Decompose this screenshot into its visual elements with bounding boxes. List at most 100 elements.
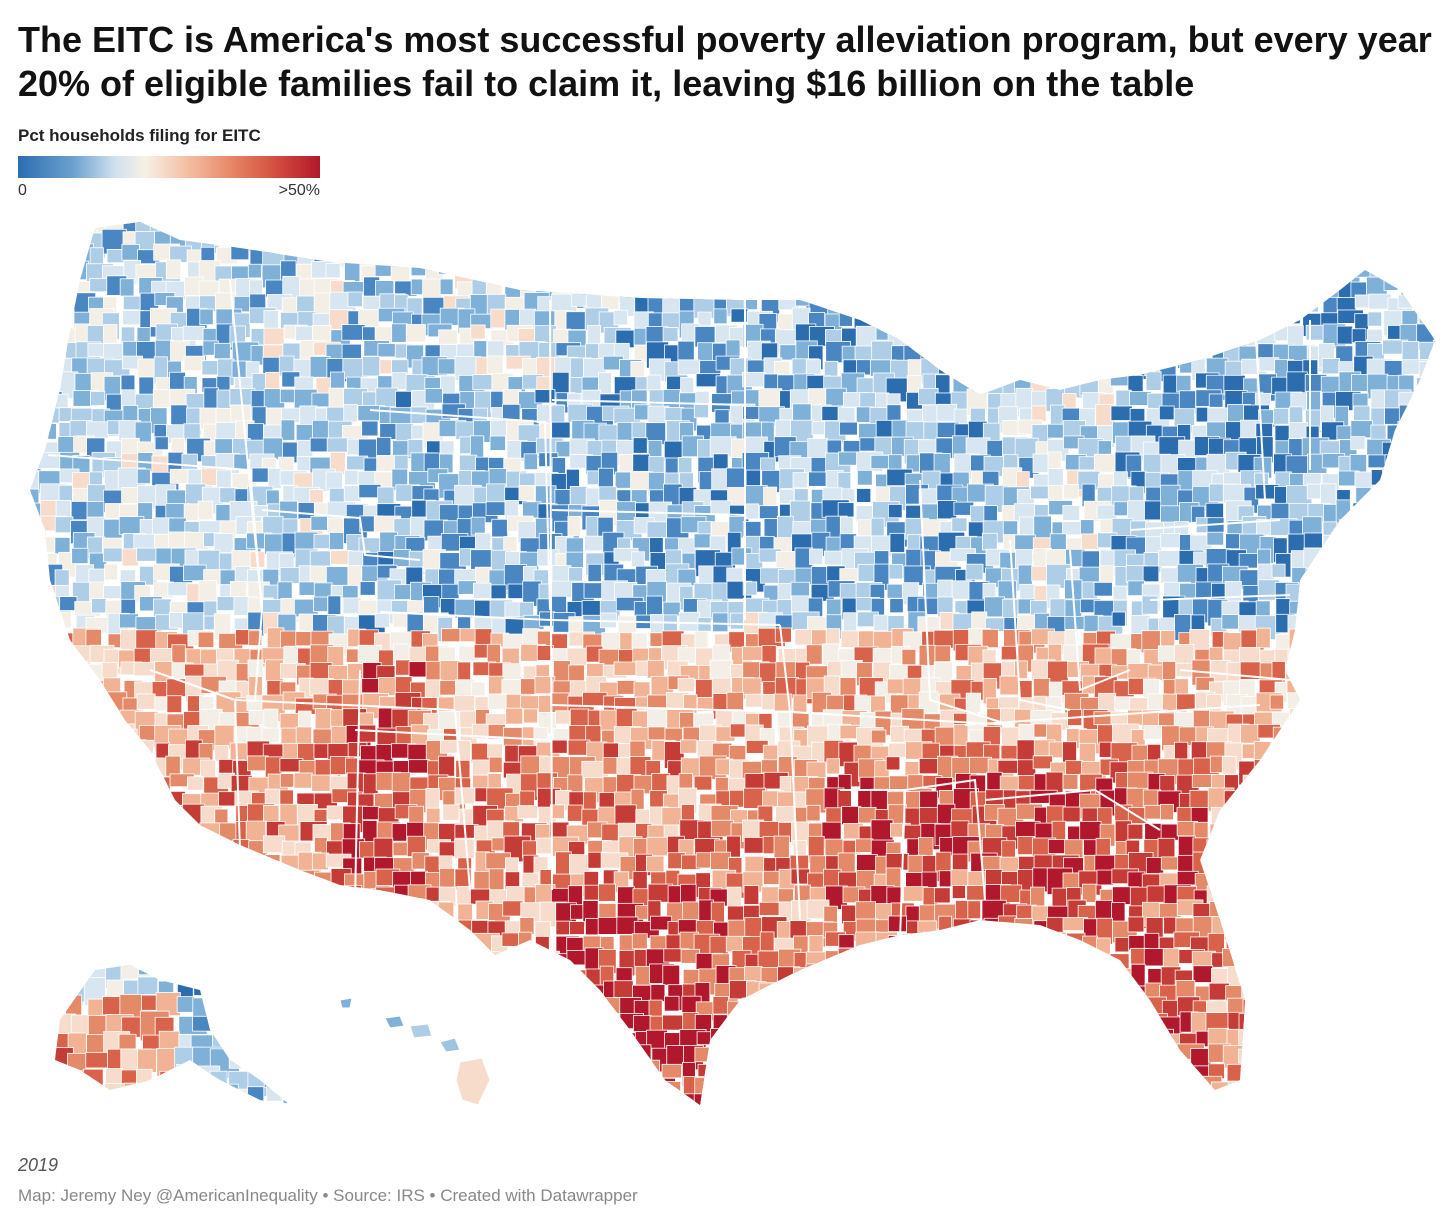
county-shape [761, 281, 782, 297]
county-shape [1398, 537, 1420, 555]
county-shape [712, 1014, 734, 1040]
county-shape [713, 278, 729, 293]
county-shape [1417, 873, 1435, 899]
county-shape [680, 739, 697, 754]
county-shape [1385, 1076, 1408, 1101]
county-shape [1337, 1017, 1353, 1039]
county-shape [1146, 297, 1169, 323]
county-shape [1323, 564, 1339, 589]
county-shape [87, 740, 115, 757]
county-shape [135, 629, 158, 650]
county-shape [1064, 1061, 1086, 1081]
county-shape [1209, 261, 1226, 289]
county-shape [1016, 1047, 1038, 1075]
county-shape [1225, 888, 1241, 907]
county-shape [395, 1081, 411, 1105]
county-shape [810, 1031, 832, 1053]
county-shape [183, 355, 205, 372]
county-shape [137, 739, 154, 754]
county-shape [439, 660, 461, 682]
county-shape [1097, 308, 1124, 332]
county-shape [38, 728, 62, 749]
county-shape [391, 227, 414, 255]
county-shape [1051, 1081, 1072, 1101]
county-shape [1350, 436, 1366, 451]
county-shape [1223, 867, 1241, 888]
county-shape [789, 1060, 809, 1086]
county-shape [41, 355, 67, 370]
county-shape [437, 901, 455, 927]
county-shape [1179, 222, 1205, 230]
county-shape [1367, 631, 1388, 655]
county-shape [775, 1078, 795, 1105]
county-shape [694, 1046, 720, 1063]
county-shape [1221, 294, 1243, 315]
county-shape [791, 245, 806, 267]
county-shape [1269, 222, 1291, 229]
county-shape [634, 261, 651, 288]
county-shape [1431, 457, 1435, 476]
county-shape [405, 324, 426, 343]
county-shape [792, 967, 809, 991]
county-shape [1254, 1064, 1270, 1090]
county-shape [1253, 759, 1278, 778]
county-shape [1381, 645, 1405, 670]
county-shape [843, 982, 862, 1000]
county-shape [506, 1080, 529, 1105]
county-shape [935, 851, 952, 872]
county-shape [170, 951, 196, 978]
county-shape [345, 1094, 373, 1105]
county-shape [331, 222, 358, 244]
county-shape [1112, 1064, 1134, 1081]
county-shape [745, 693, 764, 708]
county-shape [712, 1095, 732, 1105]
county-shape [1305, 840, 1321, 865]
county-shape [1176, 260, 1191, 282]
county-shape [904, 1011, 930, 1026]
county-shape [264, 1001, 280, 1017]
county-shape [454, 934, 481, 950]
county-shape [437, 222, 455, 239]
county-shape [1397, 998, 1422, 1026]
county-shape [569, 222, 597, 229]
county-shape [679, 243, 697, 259]
county-shape [661, 277, 686, 292]
county-shape [888, 563, 903, 580]
county-shape [1014, 918, 1034, 933]
county-shape [1334, 691, 1351, 719]
county-shape [343, 485, 362, 502]
county-shape [56, 691, 83, 708]
county-shape [232, 982, 256, 1003]
county-shape [887, 293, 906, 316]
county-shape [1365, 645, 1394, 666]
county-shape [393, 1049, 419, 1074]
county-shape [1371, 999, 1389, 1021]
county-shape [677, 919, 699, 935]
county-shape [1304, 1065, 1328, 1093]
county-shape [1271, 563, 1286, 578]
county-shape [106, 790, 127, 809]
county-shape [1432, 710, 1435, 726]
county-shape [1142, 262, 1164, 290]
county-shape [1062, 483, 1079, 500]
county-shape [1321, 222, 1349, 241]
county-shape [313, 996, 341, 1018]
county-shape [1110, 405, 1133, 421]
county-shape [918, 1097, 947, 1105]
county-shape [538, 1049, 563, 1072]
county-shape [331, 918, 353, 941]
county-shape [1128, 486, 1145, 504]
county-shape [410, 1092, 433, 1105]
county-shape [1386, 744, 1410, 760]
county-shape [1321, 358, 1341, 375]
county-shape [185, 899, 212, 921]
county-shape [1286, 1027, 1301, 1055]
county-shape [1352, 644, 1374, 662]
county-shape [1287, 278, 1311, 304]
county-shape [1418, 408, 1435, 435]
county-shape [1355, 486, 1380, 507]
county-shape [1350, 758, 1369, 779]
county-shape [1017, 329, 1044, 349]
county-shape [646, 276, 668, 292]
county-shape [438, 953, 462, 970]
